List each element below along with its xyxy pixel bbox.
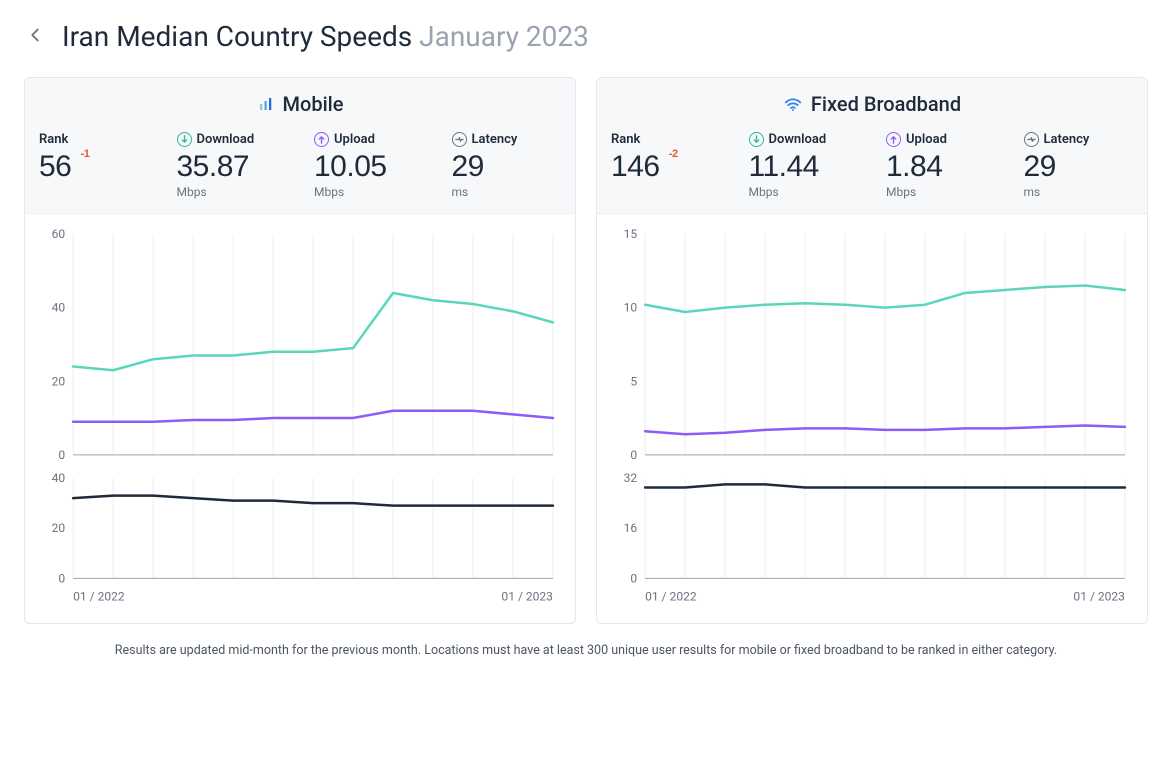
chart-main: 0 20 40 60 (25, 214, 575, 469)
svg-text:01 / 2023: 01 / 2023 (1073, 590, 1125, 604)
stat-rank: Rank 146-2 (597, 132, 735, 199)
panel-fixed: Fixed Broadband Rank 146-2 Download 11.4… (596, 77, 1148, 624)
back-arrow-icon[interactable] (24, 24, 46, 50)
panel-header: Fixed Broadband Rank 146-2 Download 11.4… (597, 78, 1147, 214)
stat-value: 35.87 (177, 151, 250, 183)
panel-header: Mobile Rank 56-1 Download 35.87 Mbps Upl… (25, 78, 575, 214)
stat-value: 1.84 (886, 151, 942, 183)
svg-text:0: 0 (58, 447, 65, 461)
svg-text:40: 40 (52, 300, 66, 314)
svg-text:16: 16 (624, 522, 638, 536)
chart-main: 0 5 10 15 (597, 214, 1147, 469)
stat-label: Latency (452, 132, 562, 147)
svg-text:01 / 2022: 01 / 2022 (73, 590, 125, 604)
footnote: Results are updated mid-month for the pr… (24, 642, 1148, 661)
stat-label: Rank (39, 132, 149, 147)
stat-label: Download (749, 132, 859, 147)
stat-label: Upload (314, 132, 424, 147)
title-main: Iran Median Country Speeds (62, 20, 412, 53)
stat-latency: Latency 29 ms (1010, 132, 1148, 199)
stat-unit: Mbps (314, 185, 424, 199)
stat-value: 29 (1024, 151, 1056, 183)
rank-delta: -1 (81, 149, 90, 161)
panel-title-text: Fixed Broadband (811, 92, 961, 116)
wifi-icon (783, 96, 803, 112)
svg-text:60: 60 (52, 227, 66, 241)
svg-text:40: 40 (52, 471, 66, 485)
stat-unit: Mbps (749, 185, 859, 199)
stats-row: Rank 56-1 Download 35.87 Mbps Upload 10.… (25, 126, 575, 213)
panel-mobile: Mobile Rank 56-1 Download 35.87 Mbps Upl… (24, 77, 576, 624)
stat-unit: ms (452, 185, 562, 199)
stat-latency: Latency 29 ms (438, 132, 576, 199)
svg-text:20: 20 (52, 374, 66, 388)
stat-rank: Rank 56-1 (25, 132, 163, 199)
svg-text:0: 0 (58, 572, 65, 586)
chart-latency: 0 16 32 01 / 2022 01 / 2023 (597, 468, 1147, 623)
stat-download: Download 35.87 Mbps (163, 132, 301, 199)
chart-latency: 0 20 40 01 / 2022 01 / 2023 (25, 468, 575, 623)
svg-text:10: 10 (624, 300, 638, 314)
panel-title: Mobile (25, 78, 575, 126)
page-title: Iran Median Country Speeds January 2023 (62, 20, 589, 53)
stat-value: 56-1 (39, 151, 71, 183)
svg-text:0: 0 (630, 572, 637, 586)
stat-label: Download (177, 132, 287, 147)
stat-unit: ms (1024, 185, 1134, 199)
svg-text:01 / 2022: 01 / 2022 (645, 590, 697, 604)
title-date: January 2023 (419, 20, 589, 53)
rank-delta: -2 (669, 149, 678, 161)
bars-icon (257, 95, 275, 113)
stats-row: Rank 146-2 Download 11.44 Mbps Upload 1.… (597, 126, 1147, 213)
page-header: Iran Median Country Speeds January 2023 (24, 20, 1148, 53)
stat-unit: Mbps (886, 185, 996, 199)
stat-value: 146-2 (611, 151, 660, 183)
stat-label: Rank (611, 132, 721, 147)
svg-text:01 / 2023: 01 / 2023 (501, 590, 553, 604)
panel-title: Fixed Broadband (597, 78, 1147, 126)
stat-unit: Mbps (177, 185, 287, 199)
stat-upload: Upload 10.05 Mbps (300, 132, 438, 199)
stat-upload: Upload 1.84 Mbps (872, 132, 1010, 199)
svg-text:15: 15 (624, 227, 638, 241)
panel-title-text: Mobile (283, 92, 344, 116)
svg-text:5: 5 (630, 374, 637, 388)
svg-text:32: 32 (624, 471, 638, 485)
stat-value: 29 (452, 151, 484, 183)
stat-label: Latency (1024, 132, 1134, 147)
stat-label: Upload (886, 132, 996, 147)
stat-download: Download 11.44 Mbps (735, 132, 873, 199)
stat-value: 10.05 (314, 151, 387, 183)
svg-text:0: 0 (630, 447, 637, 461)
stat-value: 11.44 (749, 151, 819, 183)
svg-text:20: 20 (52, 522, 66, 536)
panels-row: Mobile Rank 56-1 Download 35.87 Mbps Upl… (24, 77, 1148, 624)
